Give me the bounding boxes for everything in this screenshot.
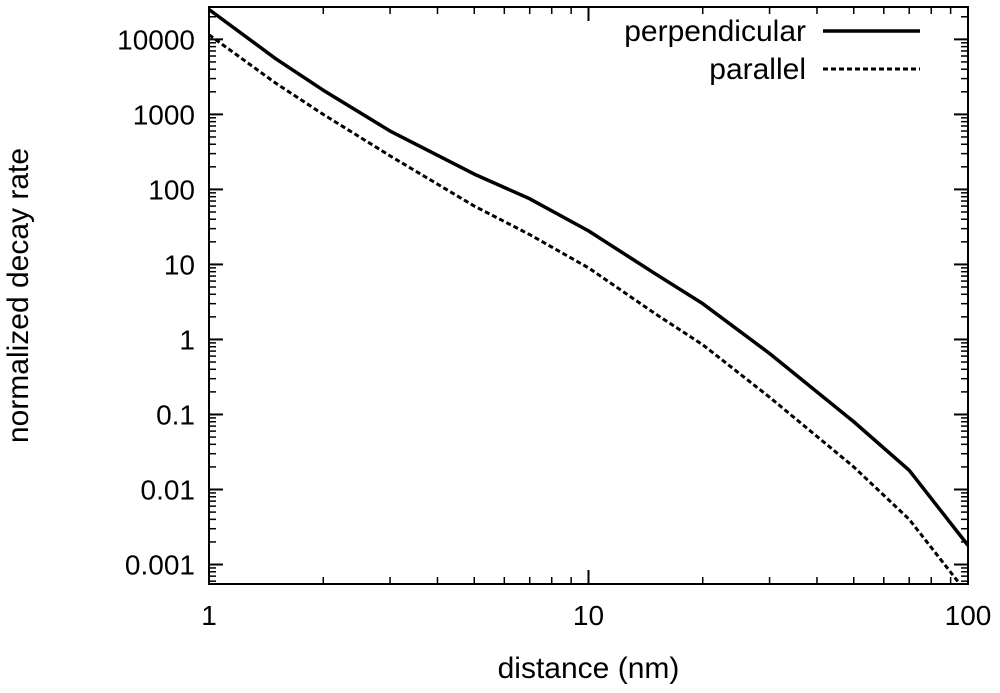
series-line-parallel	[209, 33, 962, 584]
y-tick-label: 1000	[133, 99, 195, 130]
x-tick-label: 1	[201, 600, 217, 631]
x-tick-label: 10	[573, 600, 604, 631]
y-tick-label: 0.01	[141, 474, 196, 505]
legend-label-parallel: parallel	[709, 53, 806, 86]
y-tick-label: 100	[148, 174, 195, 205]
x-tick-label: 100	[945, 600, 992, 631]
y-tick-label: 1	[179, 324, 195, 355]
x-tick-labels: 1 10 100	[201, 600, 991, 631]
y-tick-label: 10000	[117, 24, 195, 55]
legend-label-perpendicular: perpendicular	[624, 15, 806, 48]
plot-frame	[208, 6, 969, 585]
legend: perpendicular parallel	[624, 15, 920, 86]
y-axis-title: normalized decay rate	[2, 148, 35, 443]
y-tick-label: 10	[164, 249, 195, 280]
axis-ticks	[208, 7, 969, 584]
y-tick-labels: 10000 1000 100 10 1 0.1 0.01 0.001	[117, 24, 195, 580]
plot-curves	[209, 8, 968, 584]
y-tick-label: 0.001	[125, 550, 195, 581]
series-line-perpendicular	[209, 8, 968, 547]
y-tick-label: 0.1	[156, 399, 195, 430]
x-axis-title: distance (nm)	[498, 652, 680, 685]
